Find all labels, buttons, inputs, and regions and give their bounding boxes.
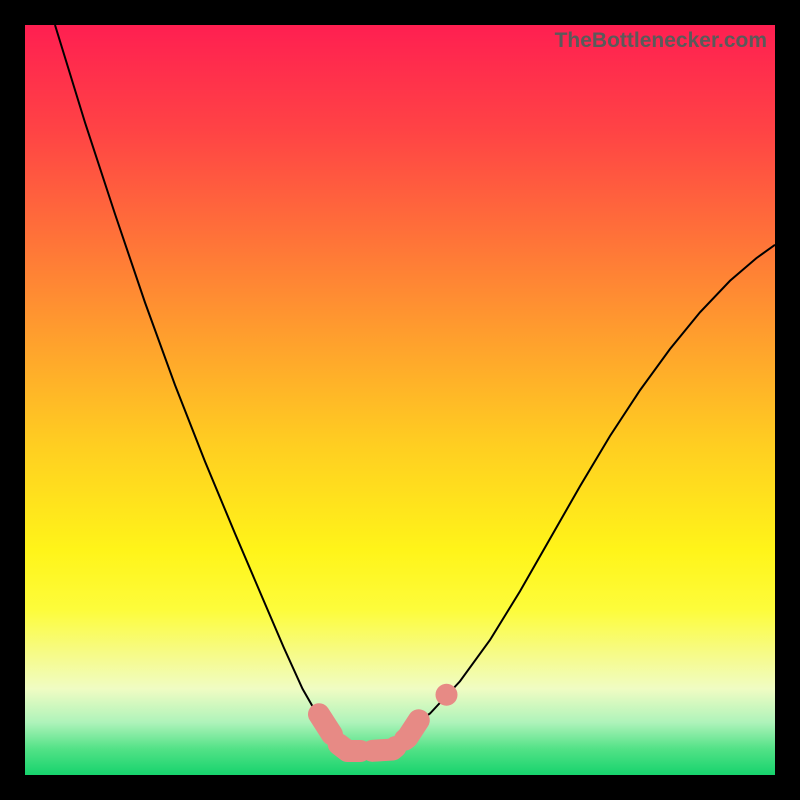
watermark-text: TheBottlenecker.com xyxy=(555,29,767,53)
figure: TheBottlenecker.com xyxy=(0,0,800,800)
gradient-background xyxy=(25,25,775,775)
plot-area: TheBottlenecker.com xyxy=(25,25,775,775)
